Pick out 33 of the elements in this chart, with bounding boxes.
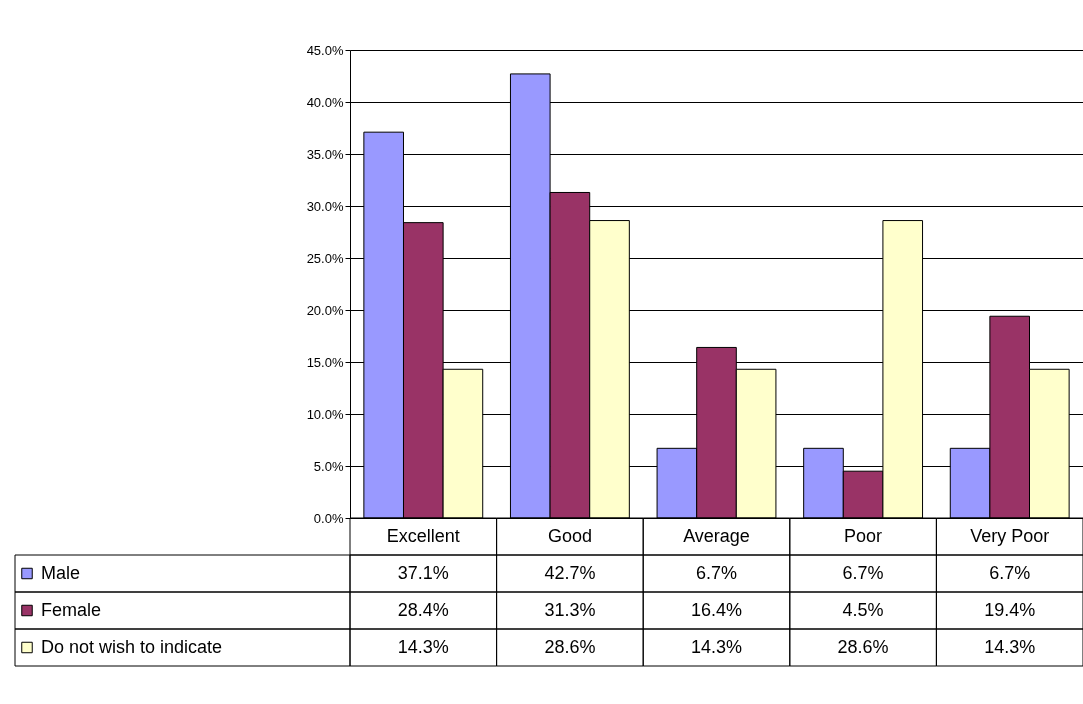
x-tick-label: Very Poor bbox=[970, 525, 1050, 546]
legend-label: Male bbox=[41, 562, 81, 583]
data-label: 42.7% bbox=[544, 562, 596, 583]
y-tick-label: 20.0% bbox=[306, 302, 344, 318]
data-label: 19.4% bbox=[984, 599, 1036, 620]
data-label: 6.7% bbox=[695, 562, 738, 583]
y-tick-label: 35.0% bbox=[306, 146, 344, 162]
data-label: 16.4% bbox=[690, 599, 743, 620]
data-label: 28.6% bbox=[837, 636, 889, 657]
data-label: 6.7% bbox=[842, 562, 884, 583]
data-label: 4.5% bbox=[842, 599, 884, 620]
data-label: 31.3% bbox=[544, 599, 596, 620]
x-tick-label: Excellent bbox=[386, 525, 460, 546]
data-label: 14.3% bbox=[397, 636, 449, 657]
y-tick-label: 0.0% bbox=[313, 510, 344, 526]
y-tick-label: 10.0% bbox=[306, 406, 344, 422]
data-label: 28.4% bbox=[397, 599, 449, 620]
y-tick-label: 40.0% bbox=[306, 94, 344, 110]
legend-label: Female bbox=[41, 599, 102, 620]
data-label: 28.6% bbox=[544, 636, 596, 657]
y-tick-label: 45.0% bbox=[306, 42, 344, 58]
y-tick-label: 25.0% bbox=[306, 250, 344, 266]
data-label: 37.1% bbox=[397, 562, 449, 583]
y-tick-label: 5.0% bbox=[313, 458, 344, 474]
y-tick-label: 30.0% bbox=[306, 198, 344, 214]
x-tick-label: Average bbox=[683, 525, 750, 546]
data-label: 6.7% bbox=[989, 562, 1031, 583]
data-label: 14.3% bbox=[690, 636, 743, 657]
y-tick-label: 15.0% bbox=[306, 354, 344, 370]
data-label: 14.3% bbox=[984, 636, 1036, 657]
x-tick-label: Poor bbox=[844, 525, 883, 546]
x-tick-label: Good bbox=[547, 525, 592, 546]
legend-label: Do not wish to indicate bbox=[41, 636, 223, 657]
